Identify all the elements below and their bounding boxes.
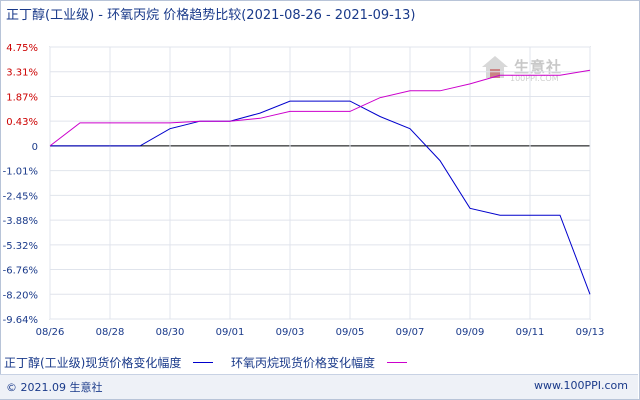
y-tick-label: -3.88%: [3, 216, 38, 227]
y-tick-label: 0: [32, 142, 38, 153]
x-tick-label: 09/11: [516, 327, 545, 338]
y-tick-label: -5.32%: [3, 241, 38, 252]
footer-copyright: © 2021.09 生意社: [6, 381, 103, 394]
x-tick-label: 08/28: [96, 327, 125, 338]
y-tick-label: -9.64%: [3, 315, 38, 326]
chart-title-range: (2021-08-26 - 2021-09-13): [241, 8, 416, 23]
legend-series2-label: 环氧丙烷现货价格变化幅度: [231, 356, 376, 370]
house-icon: [482, 56, 508, 78]
x-tick-label: 09/13: [576, 327, 605, 338]
y-tick-label: -6.76%: [3, 266, 38, 277]
y-tick-label: -1.01%: [3, 167, 38, 178]
legend-series1-label: 正丁醇(工业级)现货价格变化幅度: [4, 356, 182, 370]
footer-bar: © 2021.09 生意社 www.100PPI.com: [0, 374, 638, 399]
series-line-2: [49, 69, 591, 147]
chart-title: 正丁醇(工业级) - 环氧丙烷 价格趋势比较(2021-08-26 - 2021…: [6, 4, 415, 23]
x-tick-label: 09/01: [216, 327, 245, 338]
x-tick-label: 08/30: [156, 327, 185, 338]
legend: 正丁醇(工业级)现货价格变化幅度 环氧丙烷现货价格变化幅度: [4, 354, 634, 371]
x-tick-label: 08/26: [36, 327, 65, 338]
y-tick-label: -8.20%: [3, 290, 38, 301]
footer-link[interactable]: www.100PPI.com: [534, 379, 628, 392]
x-tick-label: 09/03: [276, 327, 305, 338]
y-tick-label: 4.75%: [6, 43, 38, 54]
chart-title-main: 正丁醇(工业级) - 环氧丙烷 价格趋势比较: [6, 8, 242, 23]
series-line-1: [50, 100, 591, 295]
plot-area: [49, 46, 591, 320]
legend-series1-swatch: [193, 362, 214, 363]
y-tick-label: 0.43%: [6, 117, 38, 128]
x-tick-label: 09/05: [336, 327, 365, 338]
y-tick-label: 1.87%: [6, 92, 38, 103]
x-tick-label: 09/09: [456, 327, 485, 338]
watermark-url: 100PPI.COM: [510, 74, 559, 83]
y-tick-label: 3.31%: [6, 68, 38, 79]
x-tick-label: 09/07: [396, 327, 425, 338]
legend-series2-swatch: [386, 362, 407, 363]
y-tick-label: -2.45%: [3, 191, 38, 202]
